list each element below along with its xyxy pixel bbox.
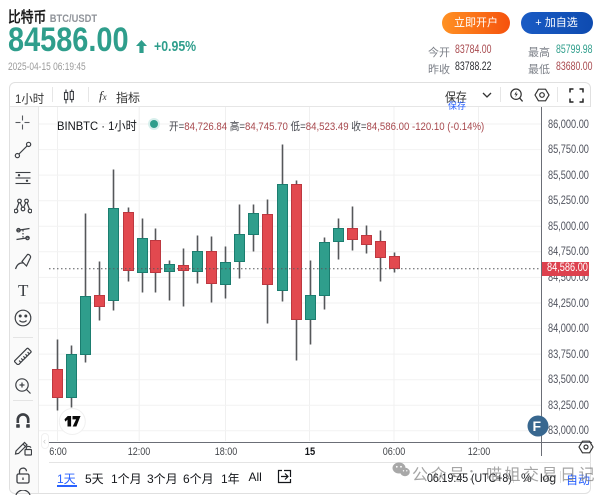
svg-text:F: F xyxy=(533,418,542,434)
svg-text:T: T xyxy=(18,281,29,299)
